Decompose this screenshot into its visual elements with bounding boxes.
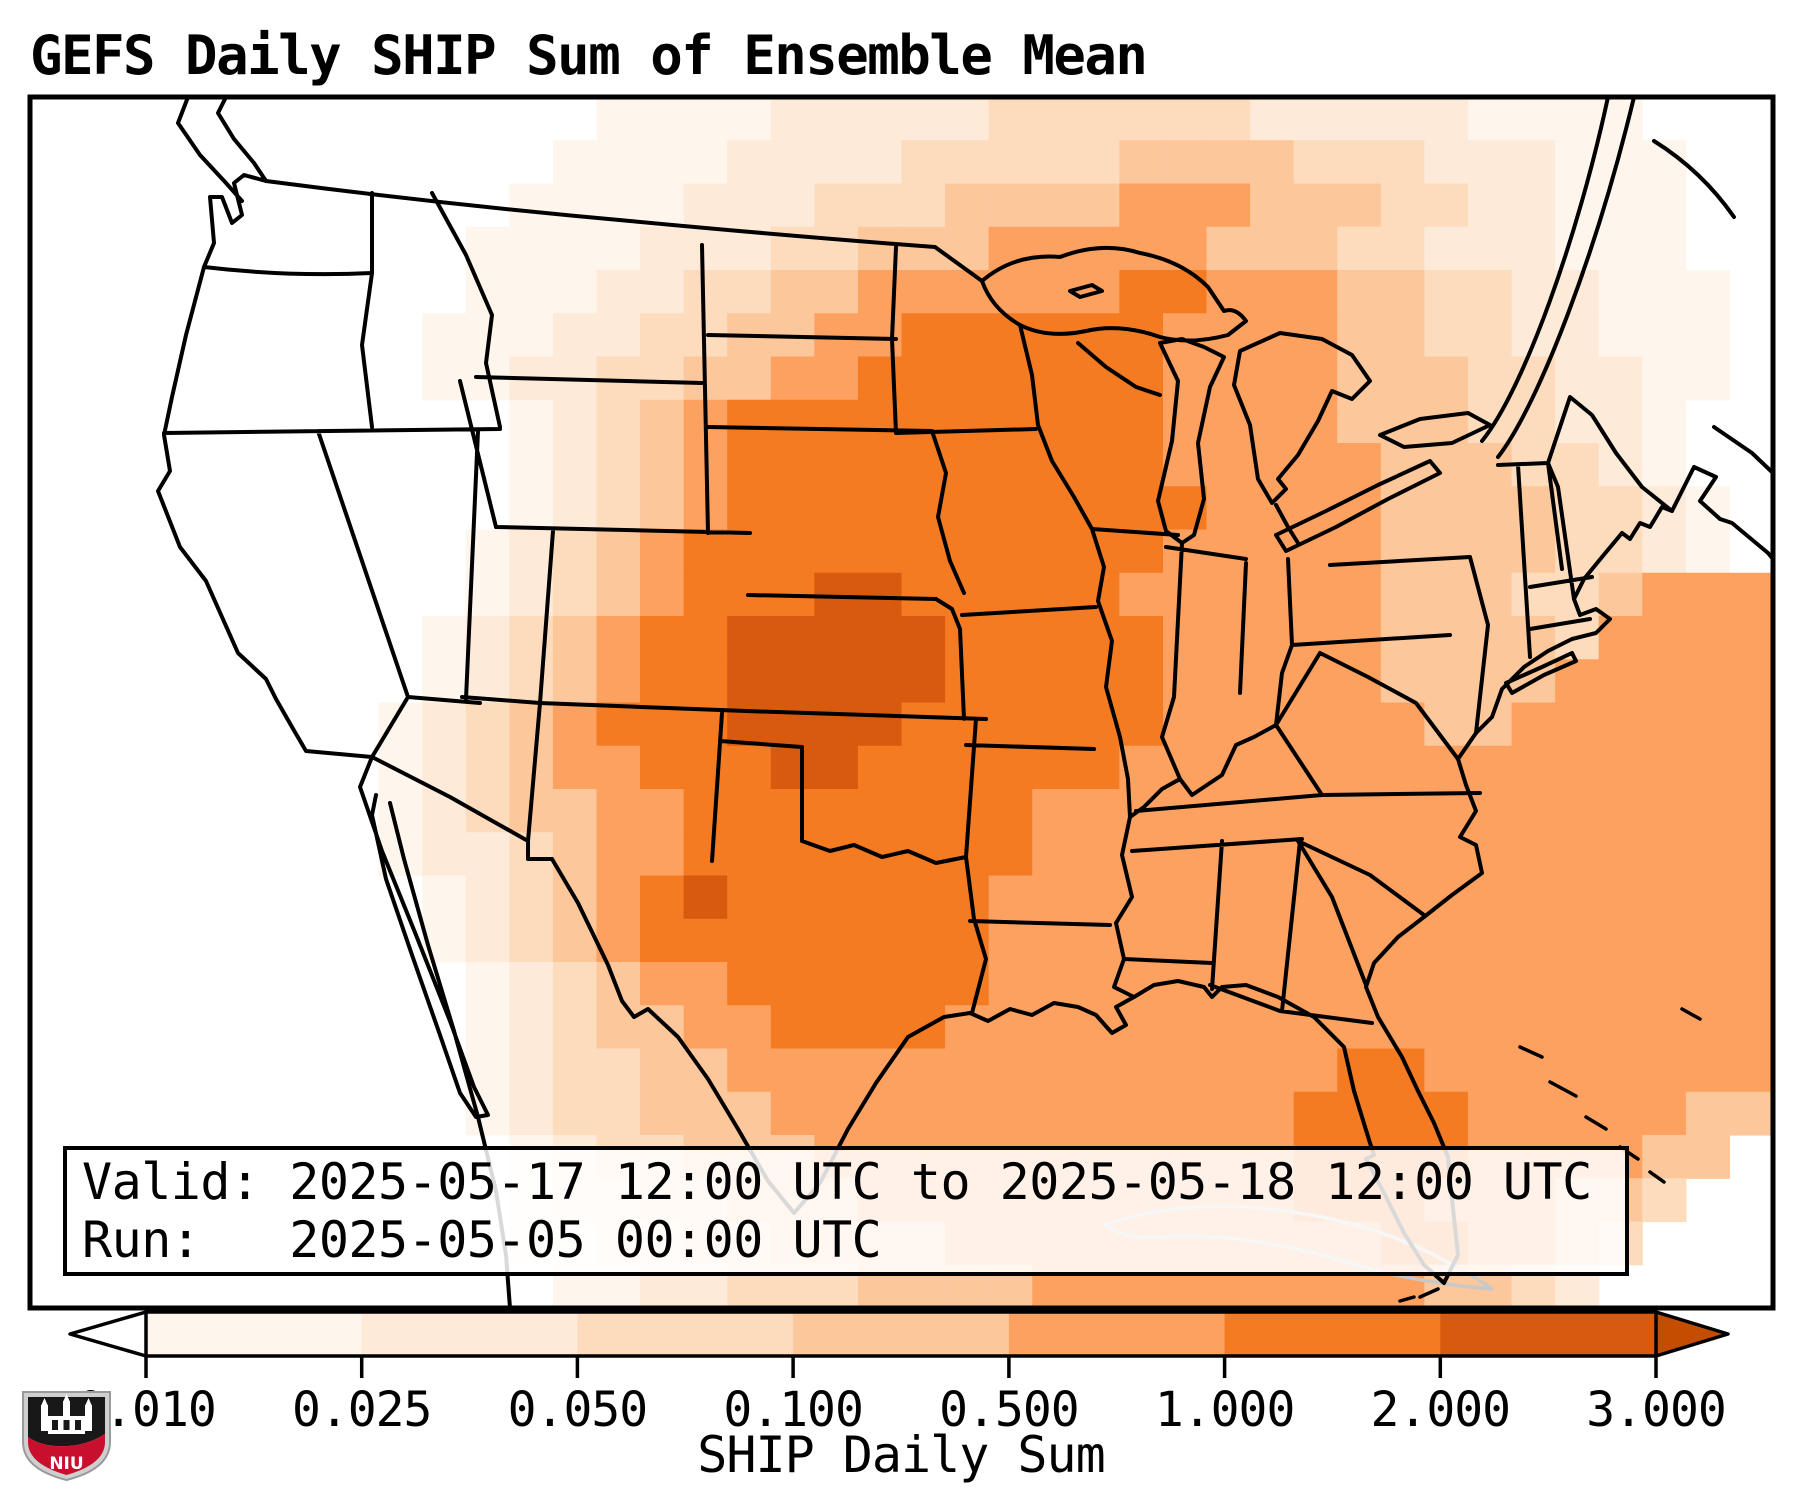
colorbar-tick-label: 0.500: [939, 1382, 1079, 1438]
colorbar-tick-label: 0.050: [508, 1382, 648, 1438]
colorbar-tick-labels: 0.010 0.025 0.050 0.100 0.500 1.000 2.000 3.000: [76, 1382, 1727, 1438]
colorbar-tick-label: 1.000: [1155, 1382, 1295, 1438]
info-box-background: [63, 1146, 1629, 1276]
colorbar-segments: [146, 1312, 1657, 1356]
colorbar-tick-label: 0.100: [723, 1382, 863, 1438]
map-frame: [27, 94, 1776, 1311]
colorbar-tick-label: 3.000: [1586, 1382, 1726, 1438]
info-box: Valid: 2025-05-17 12:00 UTC to 2025-05-1…: [63, 1146, 1629, 1276]
colorbar-tick-label: 0.025: [292, 1382, 432, 1438]
colorbar-ticks: [144, 1356, 1658, 1378]
colorbar-under-arrow: [70, 1312, 146, 1356]
run-time-text: Run: 2025-05-05 00:00 UTC: [82, 1211, 881, 1269]
castle-icon: [41, 1394, 92, 1434]
colorbar-label: SHIP Daily Sum: [697, 1426, 1104, 1484]
great-lakes-outline: [980, 245, 1492, 553]
page-title: GEFS Daily SHIP Sum of Ensemble Mean: [30, 24, 1146, 87]
colorbar: 0.010 0.025 0.050 0.100 0.500 1.000 2.000 3.000…: [68, 1310, 1730, 1484]
colorbar-tick-label: 2.000: [1371, 1382, 1511, 1438]
state-borders: [162, 191, 1674, 1025]
colorbar-over-arrow: [1656, 1312, 1728, 1356]
map-panel: Valid: 2025-05-17 12:00 UTC to 2025-05-1…: [27, 94, 1776, 1311]
valid-time-text: Valid: 2025-05-17 12:00 UTC to 2025-05-1…: [82, 1153, 1592, 1211]
niu-logo-text: NIU: [49, 1454, 83, 1474]
niu-shield-bottom: [28, 1434, 105, 1475]
heatmap-cells: [378, 97, 1773, 1308]
niu-logo: NIU: [22, 1391, 111, 1482]
